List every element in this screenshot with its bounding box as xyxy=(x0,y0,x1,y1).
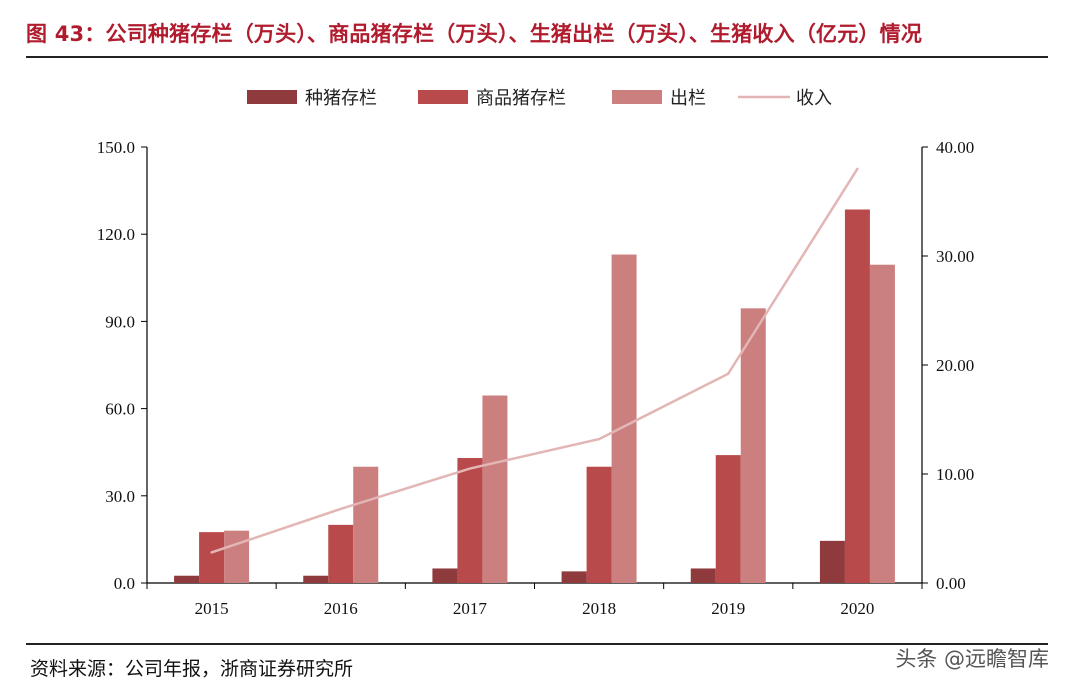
revenue-point xyxy=(856,167,859,170)
bar-commercial xyxy=(457,458,483,583)
bar-commercial xyxy=(328,524,354,583)
bar-slaughter xyxy=(353,466,379,583)
bar-sow xyxy=(174,575,200,583)
x-tick-label: 2016 xyxy=(324,599,358,618)
source-note: 资料来源：公司年报，浙商证券研究所 xyxy=(30,658,354,680)
bar-slaughter xyxy=(224,530,250,583)
right-tick-label: 40.00 xyxy=(936,138,974,157)
left-tick-label: 30.0 xyxy=(105,487,135,506)
bar-slaughter xyxy=(740,308,766,583)
revenue-point xyxy=(210,551,213,554)
right-tick-label: 10.00 xyxy=(936,465,974,484)
left-tick-label: 0.0 xyxy=(114,574,135,593)
legend-sow-swatch xyxy=(247,90,297,104)
x-tick-label: 2020 xyxy=(840,599,874,618)
chart-canvas: 种猪存栏 商品猪存栏 出栏 收入 0.030.060.090.0120.0150.00… xyxy=(97,88,975,618)
legend-slaughter-label: 出栏 xyxy=(670,88,706,109)
revenue-point xyxy=(339,507,342,511)
legend-slaughter-swatch xyxy=(612,90,662,104)
bar-slaughter xyxy=(482,395,508,583)
bar-commercial xyxy=(586,466,612,583)
right-tick-label: 30.00 xyxy=(936,247,974,266)
footer-divider xyxy=(26,643,1048,645)
watermark: 头条 @远瞻智库 xyxy=(895,647,1049,671)
x-tick-label: 2019 xyxy=(711,599,745,618)
legend-revenue-label: 收入 xyxy=(796,88,832,109)
legend-commercial-label: 商品猪存栏 xyxy=(476,88,566,109)
legend: 种猪存栏 商品猪存栏 出栏 收入 xyxy=(247,88,832,109)
legend-commercial-swatch xyxy=(418,90,468,104)
right-tick-label: 0.00 xyxy=(936,574,966,593)
title-divider xyxy=(26,56,1048,58)
x-tick-label: 2017 xyxy=(453,599,488,618)
bars xyxy=(174,209,895,583)
x-tick-label: 2018 xyxy=(582,599,616,618)
revenue-line xyxy=(211,168,859,554)
revenue-point xyxy=(468,467,472,470)
bar-commercial xyxy=(199,532,225,583)
axes: 0.0 30.0 60.0 90.0 120.0 150.0 0.00 10.00 20.00 3… xyxy=(97,138,975,618)
bar-sow xyxy=(432,568,458,583)
bar-commercial xyxy=(844,209,870,583)
bar-slaughter xyxy=(869,264,895,583)
right-tick-label: 20.00 xyxy=(936,356,974,375)
left-tick-label: 60.0 xyxy=(105,400,135,419)
bar-sow xyxy=(561,571,587,583)
x-tick-label: 2015 xyxy=(195,599,229,618)
bar-slaughter xyxy=(611,254,637,583)
revenue-point xyxy=(727,372,730,375)
revenue-point xyxy=(597,437,601,441)
chart-title: 图 43：公司种猪存栏（万头）、商品猪存栏（万头）、生猪出栏（万头）、生猪收入（… xyxy=(26,22,923,46)
bar-commercial xyxy=(715,455,741,583)
legend-sow-label: 种猪存栏 xyxy=(305,88,377,109)
bar-sow xyxy=(819,540,845,583)
left-tick-label: 90.0 xyxy=(105,312,135,331)
left-tick-label: 120.0 xyxy=(97,225,135,244)
bar-sow xyxy=(690,568,716,583)
left-tick-label: 150.0 xyxy=(97,138,135,157)
revenue-line-layer xyxy=(210,167,859,554)
bar-sow xyxy=(303,575,329,583)
